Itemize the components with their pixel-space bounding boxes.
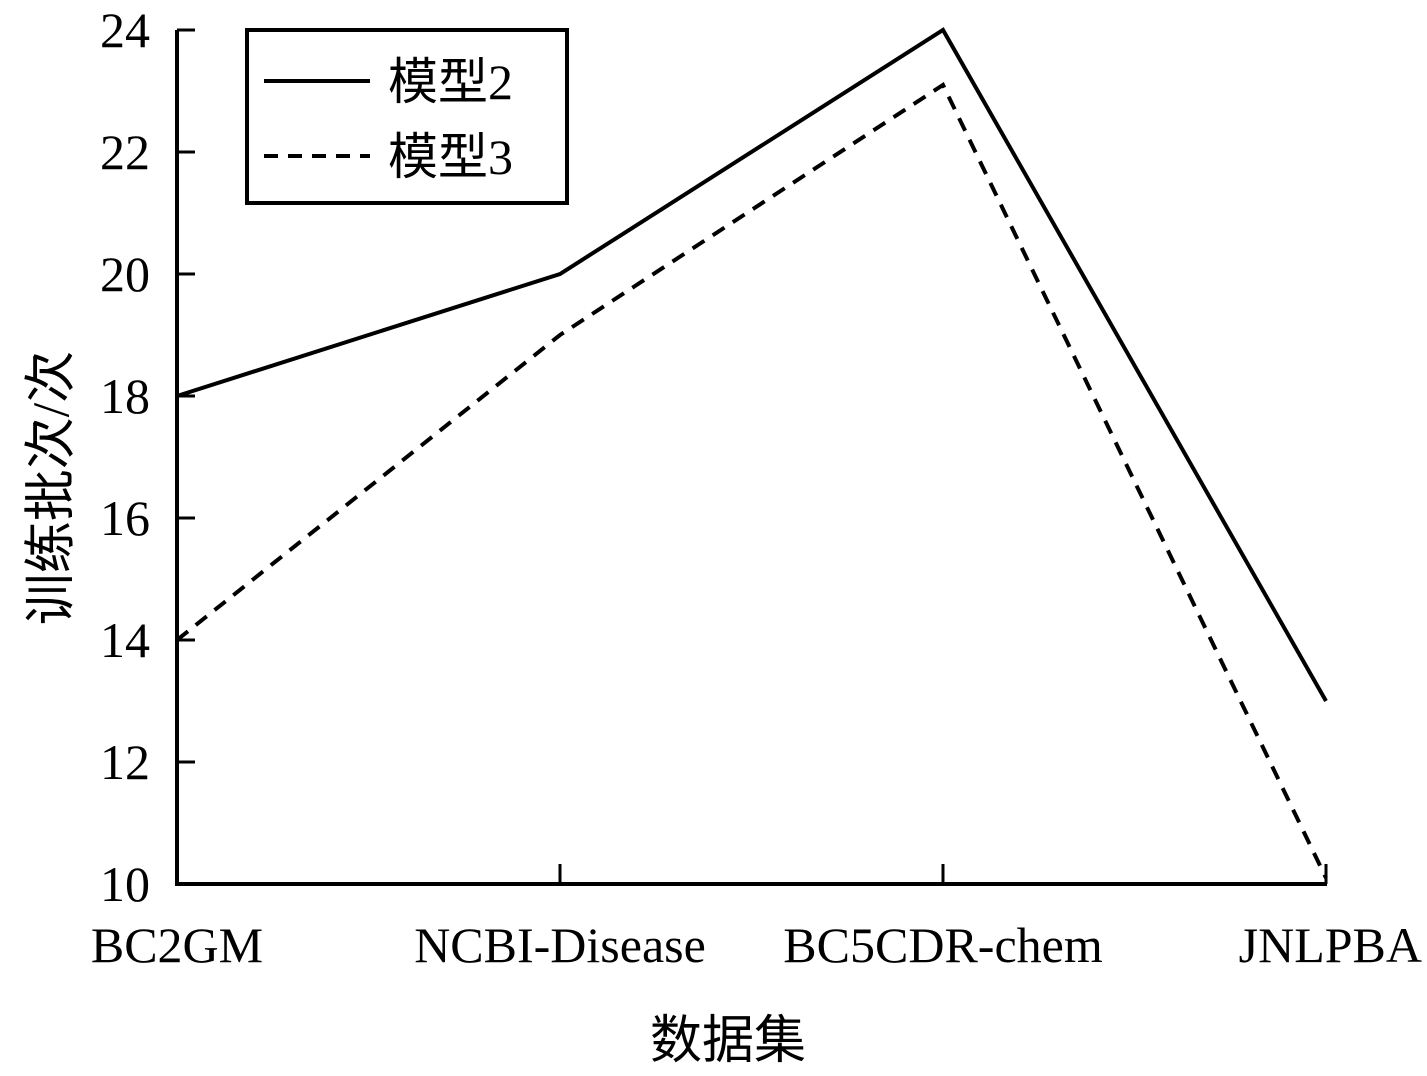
x-tick-label: JNLPBA <box>1239 917 1422 973</box>
x-tick-label: BC2GM <box>91 917 263 973</box>
y-ticks: 10 12 14 16 18 20 22 24 <box>100 2 195 912</box>
y-tick-label: 18 <box>100 368 150 424</box>
y-tick-label: 20 <box>100 246 150 302</box>
series-line-2 <box>175 81 1328 879</box>
legend-box <box>245 28 569 205</box>
x-tick-label: NCBI-Disease <box>414 917 706 973</box>
y-tick-label: 22 <box>100 124 150 180</box>
x-tick-label: BC5CDR-chem <box>783 917 1103 973</box>
y-tick-label: 10 <box>100 856 150 912</box>
y-axis-label: 训练批次/次 <box>24 351 81 625</box>
y-tick-label: 16 <box>100 490 150 546</box>
legend-label-model2: 模型2 <box>388 54 513 110</box>
legend: 模型2 模型3 <box>245 28 569 205</box>
series-line-1 <box>176 27 1328 702</box>
y-tick-label: 12 <box>100 734 150 790</box>
y-tick-label: 24 <box>100 2 150 58</box>
series-lines <box>175 27 1328 879</box>
axes <box>175 30 1327 886</box>
x-ticks: BC2GM NCBI-Disease BC5CDR-chem JNLPBA <box>91 864 1422 973</box>
legend-label-model3: 模型3 <box>388 129 513 185</box>
y-tick-label: 14 <box>100 612 150 668</box>
x-axis-label: 数据集 <box>650 1013 806 1070</box>
